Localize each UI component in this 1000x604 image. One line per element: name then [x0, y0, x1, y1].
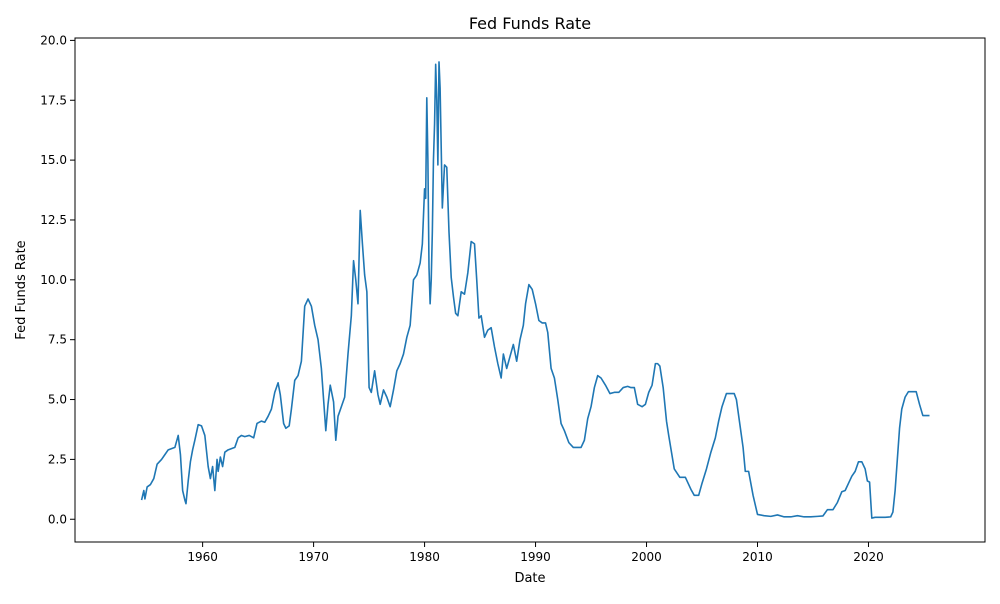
- x-tick-label: 2020: [853, 550, 884, 564]
- y-tick-label: 5.0: [48, 393, 67, 407]
- x-tick-label: 1970: [298, 550, 329, 564]
- x-tick-label: 1990: [520, 550, 551, 564]
- plot-frame: [74, 37, 986, 543]
- x-axis-label: Date: [514, 571, 545, 586]
- chart-title: Fed Funds Rate: [469, 14, 591, 33]
- y-axis-label: Fed Funds Rate: [14, 240, 29, 339]
- series-layer: [140, 61, 930, 519]
- y-axis: 0.0 2.5 5.0 7.5 10.0 12.5 15.0 17.5 20.0: [40, 33, 75, 526]
- y-tick-label: 10.0: [40, 273, 67, 287]
- x-axis: 1960 1970 1980 1990 2000 2010 2020: [187, 542, 884, 564]
- x-tick-label: 2010: [742, 550, 773, 564]
- y-tick-label: 15.0: [40, 153, 67, 167]
- y-tick-label: 20.0: [40, 33, 67, 47]
- y-tick-label: 0.0: [48, 512, 67, 526]
- y-tick-label: 17.5: [40, 93, 67, 107]
- x-tick-label: 1980: [409, 550, 440, 564]
- x-tick-label: 1960: [187, 550, 218, 564]
- y-tick-label: 12.5: [40, 213, 67, 227]
- series-line-0: [140, 61, 930, 519]
- x-tick-label: 2000: [631, 550, 662, 564]
- y-tick-label: 2.5: [48, 452, 67, 466]
- y-tick-label: 7.5: [48, 333, 67, 347]
